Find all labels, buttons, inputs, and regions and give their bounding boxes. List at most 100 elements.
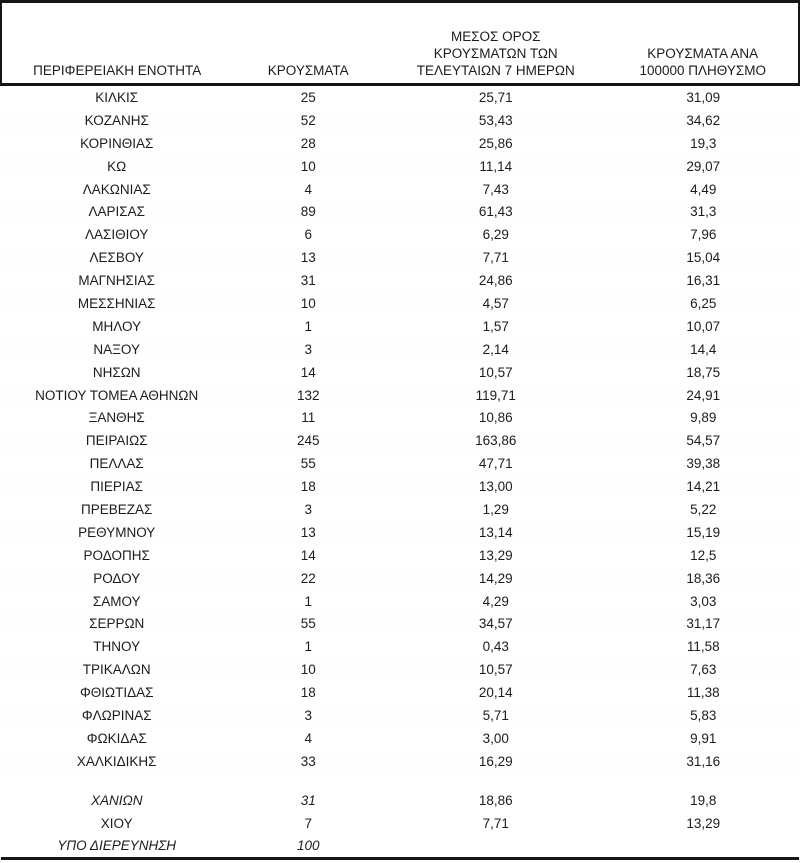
per-100k-cell: 4,49 — [690, 181, 717, 197]
main-rows: ΚΙΛΚΙΣ 25 25,71 31,09 ΚΟΖΑΝΗΣ 52 53,43 3… — [1, 85, 799, 773]
per-100k-cell: 31,3 — [607, 200, 799, 224]
header-avg-7day-cases: ΜΕΣΟΣ ΟΡΟΣ ΚΡΟΥΣΜΑΤΩΝ ΤΩΝ ΤΕΛΕΥΤΑΙΩΝ 7 Η… — [384, 0, 608, 86]
table-row: ΣΑΜΟΥ 1 4,29 3,03 — [1, 590, 799, 613]
cases-cell: 3 — [232, 704, 385, 727]
per-100k-cell: 6,25 — [607, 292, 799, 315]
cases-cell: 3 — [304, 501, 312, 517]
region-cell: ΦΛΩΡΙΝΑΣ — [1, 704, 233, 727]
per-100k-cell: 18,75 — [686, 364, 721, 380]
avg-7day-cell: 5,71 — [384, 704, 608, 727]
cases-cell: 245 — [232, 429, 385, 453]
avg-7day-cell: 14,29 — [384, 566, 608, 590]
cases-cell: 55 — [232, 612, 385, 636]
table-row: ΦΘΙΩΤΙΔΑΣ 18 20,14 11,38 — [1, 681, 799, 704]
avg-7day-cell: 0,43 — [482, 639, 509, 655]
region-cell: ΠΕΛΛΑΣ — [89, 456, 144, 472]
region-cell: ΦΩΚΙΔΑΣ — [86, 730, 147, 746]
per-100k-cell: 10,07 — [686, 318, 721, 334]
avg-7day-cell: 25,71 — [478, 89, 513, 105]
cases-cell: 14 — [300, 364, 316, 380]
table-row: ΝΗΣΩΝ 14 10,57 18,75 — [1, 361, 799, 384]
table-row: ΠΕΙΡΑΙΩΣ 245 163,86 54,57 — [1, 429, 799, 453]
avg-7day-cell: 4,57 — [384, 292, 608, 315]
region-cell: ΡΕΘΥΜΝΟΥ — [1, 520, 233, 544]
avg-7day-cell: 10,86 — [478, 410, 513, 426]
table-row: ΜΕΣΣΗΝΙΑΣ 10 4,57 6,25 — [1, 292, 799, 315]
avg-7day-cell: 7,71 — [482, 815, 509, 831]
region-cell: ΜΗΛΟΥ — [92, 318, 142, 334]
table-row: ΧΑΛΚΙΔΙΚΗΣ 33 16,29 31,16 — [1, 749, 799, 773]
region-cell: ΞΑΝΘΗΣ — [88, 410, 145, 426]
avg-7day-cell: 10,57 — [384, 658, 608, 682]
table-row: ΞΑΝΘΗΣ 11 10,86 9,89 — [1, 406, 799, 429]
cases-cell: 31 — [300, 792, 316, 808]
table-row: ΥΠΟ ΔΙΕΡΕΥΝΗΣΗ 100 — [1, 835, 799, 859]
cases-cell: 31 — [300, 273, 316, 289]
region-cell: ΚΟΡΙΝΘΙΑΣ — [80, 135, 154, 151]
region-cell: ΤΡΙΚΑΛΩΝ — [1, 658, 233, 682]
avg-7day-cell: 1,57 — [482, 318, 509, 334]
region-cell: ΜΑΓΝΗΣΙΑΣ — [78, 273, 156, 289]
per-100k-cell: 29,07 — [607, 154, 799, 178]
header-regional-unit: ΠΕΡΙΦΕΡΕΙΑΚΗ ΕΝΟΤΗΤΑ — [0, 0, 233, 86]
header-cases-per-100k: ΚΡΟΥΣΜΑΤΑ ΑΝΑ 100000 ΠΛΗΘΥΣΜΟ — [607, 0, 800, 86]
table-row: ΦΩΚΙΔΑΣ 4 3,00 9,91 — [1, 727, 799, 750]
table-row: ΠΙΕΡΙΑΣ 18 13,00 14,21 — [1, 475, 799, 499]
cases-cell: 100 — [296, 838, 320, 854]
per-100k-cell: 5,83 — [607, 704, 799, 727]
region-cell: ΧΑΝΙΩΝ — [90, 792, 143, 808]
avg-7day-cell: 53,43 — [384, 108, 608, 132]
per-100k-cell: 13,29 — [686, 815, 721, 831]
per-100k-cell: 11,38 — [686, 685, 720, 701]
per-100k-cell: 18,36 — [607, 566, 799, 590]
region-cell: ΚΟΖΑΝΗΣ — [1, 108, 233, 132]
per-100k-cell: 5,22 — [690, 501, 717, 517]
avg-7day-cell: 13,14 — [384, 520, 608, 544]
region-cell: ΠΡΕΒΕΖΑΣ — [81, 501, 153, 517]
table-row: ΜΗΛΟΥ 1 1,57 10,07 — [1, 315, 799, 338]
spacer-row — [1, 773, 799, 789]
region-cell: ΡΟΔΟΥ — [1, 566, 233, 590]
per-100k-cell: 14,4 — [607, 337, 799, 361]
per-100k-cell: 12,5 — [690, 547, 717, 563]
cases-cell: 10 — [232, 154, 385, 178]
region-cell: ΡΟΔΟΠΗΣ — [83, 547, 150, 563]
region-cell: ΠΕΙΡΑΙΩΣ — [1, 429, 233, 453]
avg-7day-cell: 1,29 — [482, 501, 509, 517]
region-cell: ΣΑΜΟΥ — [92, 593, 141, 609]
avg-7day-cell: 20,14 — [478, 685, 513, 701]
avg-7day-cell: 34,57 — [384, 612, 608, 636]
table-row: ΠΕΛΛΑΣ 55 47,71 39,38 — [1, 452, 799, 475]
table-row: ΛΕΣΒΟΥ 13 7,71 15,04 — [1, 246, 799, 270]
spacer-cell — [1, 773, 799, 789]
avg-7day-cell: 3,00 — [482, 730, 509, 746]
cases-cell: 28 — [300, 135, 316, 151]
table-row: ΚΟΖΑΝΗΣ 52 53,43 34,62 — [1, 108, 799, 132]
table-header: ΠΕΡΙΦΕΡΕΙΑΚΗ ΕΝΟΤΗΤΑ ΚΡΟΥΣΜΑΤΑ ΜΕΣΟΣ ΟΡΟ… — [0, 0, 800, 86]
region-cell: ΥΠΟ ΔΙΕΡΕΥΝΗΣΗ — [57, 838, 177, 854]
avg-7day-cell: 4,29 — [482, 593, 509, 609]
header-cases: ΚΡΟΥΣΜΑΤΑ — [232, 0, 385, 86]
cases-cell: 132 — [232, 383, 385, 407]
table-row: ΛΑΚΩΝΙΑΣ 4 7,43 4,49 — [1, 178, 799, 201]
per-100k-cell: 15,04 — [607, 246, 799, 270]
region-cell: ΣΕΡΡΩΝ — [1, 612, 233, 636]
cases-cell: 1 — [304, 593, 312, 609]
avg-7day-cell: 25,86 — [478, 135, 513, 151]
region-cell: ΧΑΛΚΙΔΙΚΗΣ — [1, 749, 233, 773]
cases-cell: 13 — [232, 246, 385, 270]
table-row: ΛΑΣΙΘΙΟΥ 6 6,29 7,96 — [1, 223, 799, 246]
region-cell: ΤΗΝΟΥ — [93, 639, 141, 655]
avg-7day-cell: 7,71 — [384, 246, 608, 270]
per-100k-cell: 9,91 — [690, 730, 717, 746]
avg-7day-cell: 18,86 — [478, 792, 513, 808]
per-100k-cell: 7,96 — [690, 227, 717, 243]
table-row: ΝΟΤΙΟΥ ΤΟΜΕΑ ΑΘΗΝΩΝ 132 119,71 24,91 — [1, 383, 799, 407]
avg-7day-cell: 7,43 — [482, 181, 509, 197]
region-cell: ΦΘΙΩΤΙΔΑΣ — [79, 685, 154, 701]
avg-7day-cell: 11,14 — [384, 154, 608, 178]
cases-cell: 3 — [232, 337, 385, 361]
table-row: ΚΙΛΚΙΣ 25 25,71 31,09 — [1, 85, 799, 109]
avg-7day-cell: 10,57 — [478, 364, 513, 380]
